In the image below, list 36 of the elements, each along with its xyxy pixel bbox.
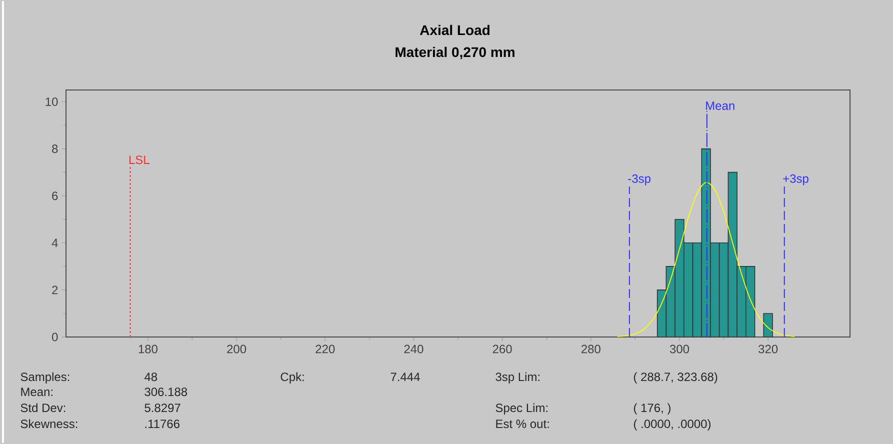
text: 3sp Lim: [496,372,540,384]
text: 5.8297 [144,404,180,412]
x-tick-label: 200 [227,344,246,354]
x-tick-label: 320 [758,344,778,354]
x-tick-label: 240 [404,344,424,354]
x-tick-label: 220 [316,344,335,354]
ref-line-label: +3sp [783,174,808,186]
x-tick-label: 280 [581,344,600,354]
text: Mean: [21,388,52,396]
text: Cpk: [280,372,304,384]
chart-subtitle: Material 0,270 mm [396,46,514,60]
y-tick-label: 4 [52,238,58,248]
y-tick-label: 6 [52,192,58,200]
ref-line-label: LSL [129,156,150,164]
y-tick-label: 8 [52,144,58,154]
text: 7.444 [390,372,420,381]
y-tick-label: 10 [46,98,58,106]
text: .11766 [145,420,180,428]
text: Std Dev: [20,403,66,412]
y-tick-label: 0 [52,332,58,342]
text: ( 288.7, 323.68) [634,372,718,384]
text: Est % out: [496,420,549,428]
text: 306.188 [144,388,188,396]
text: 48 [144,372,158,382]
ref-line-label: -3sp [628,174,650,186]
x-tick-label: 300 [670,344,690,354]
x-tick-label: 260 [492,344,512,354]
x-tick-label: 180 [138,344,158,354]
ref-line-label: Mean [706,102,734,110]
text: ( 176, ) [634,403,670,414]
text: Skewness: [20,419,78,428]
text: Samples: [20,372,70,384]
text: Spec Lim: [496,403,548,414]
chart-title: Axial Load [420,24,490,36]
text: ( .0000, .0000) [634,419,710,430]
y-tick-label: 2 [52,286,58,294]
